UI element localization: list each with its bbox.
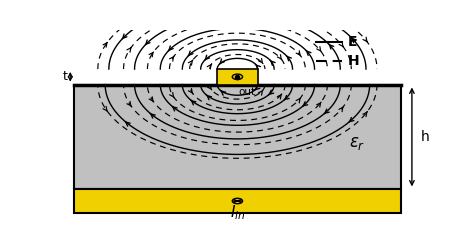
Text: E: E <box>347 35 357 49</box>
Text: H: H <box>347 54 359 68</box>
Bar <box>74 189 401 213</box>
Text: $I_{in}$: $I_{in}$ <box>230 204 245 222</box>
Text: out: out <box>238 87 255 97</box>
Bar <box>217 69 258 85</box>
Text: h: h <box>421 130 430 144</box>
Bar <box>74 85 401 189</box>
Text: $\varepsilon_r$: $\varepsilon_r$ <box>348 134 365 152</box>
Text: t: t <box>62 70 67 83</box>
